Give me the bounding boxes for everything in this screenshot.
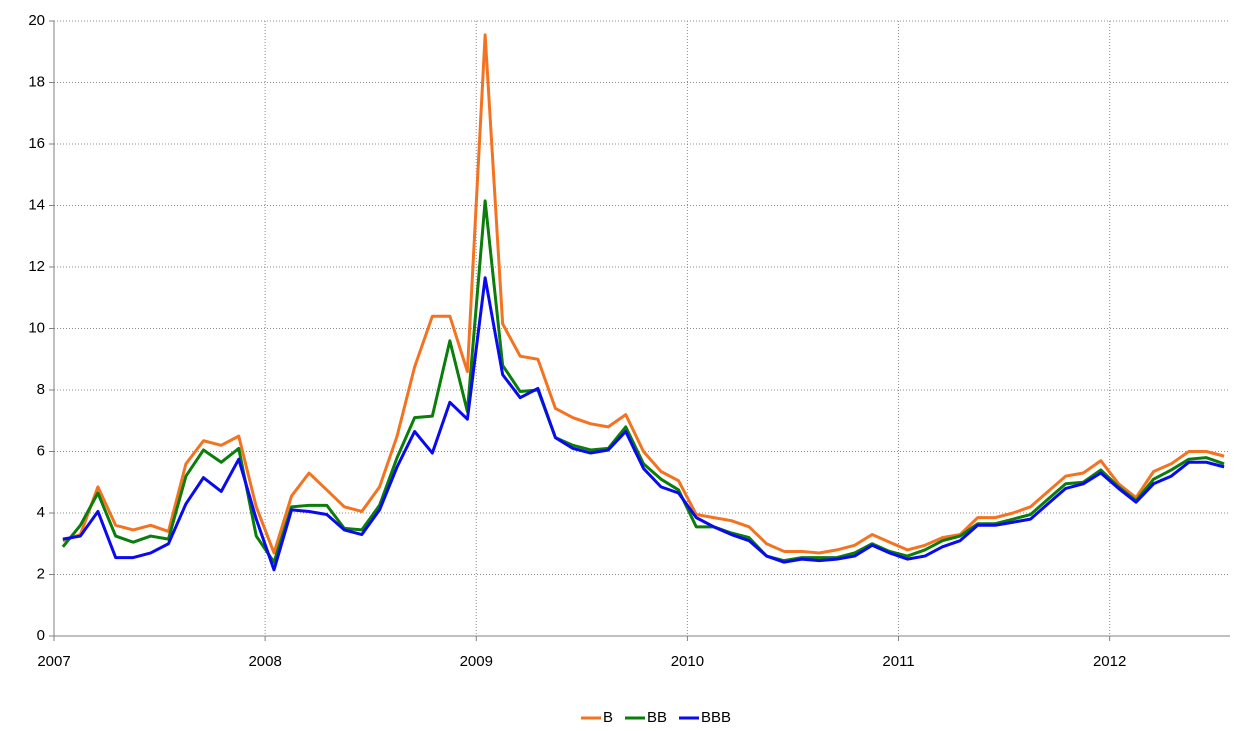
y-tick-label: 4	[37, 504, 45, 521]
legend-label: B	[603, 709, 613, 726]
y-tick-label: 2	[37, 565, 45, 582]
legend-label: BBB	[701, 709, 731, 726]
y-tick-label: 0	[37, 627, 45, 644]
series-line	[61, 199, 1225, 564]
series-line	[62, 33, 1225, 555]
x-tick-label: 2007	[37, 653, 70, 670]
y-tick-label: 8	[37, 381, 45, 398]
x-tick-label: 2008	[248, 653, 281, 670]
y-tick-label: 12	[28, 258, 45, 275]
y-tick-label: 6	[37, 442, 45, 459]
y-tick-label: 10	[28, 319, 45, 336]
series-line	[62, 276, 1225, 572]
y-tick-label: 18	[28, 73, 45, 90]
x-tick-label: 2012	[1093, 653, 1126, 670]
y-tick-label: 16	[28, 135, 45, 152]
y-tick-label: 20	[28, 12, 45, 29]
y-tick-label: 14	[28, 196, 45, 213]
legend-label: BB	[647, 709, 667, 726]
x-tick-label: 2009	[460, 653, 493, 670]
x-tick-label: 2011	[882, 653, 914, 670]
x-tick-label: 2010	[671, 653, 704, 670]
